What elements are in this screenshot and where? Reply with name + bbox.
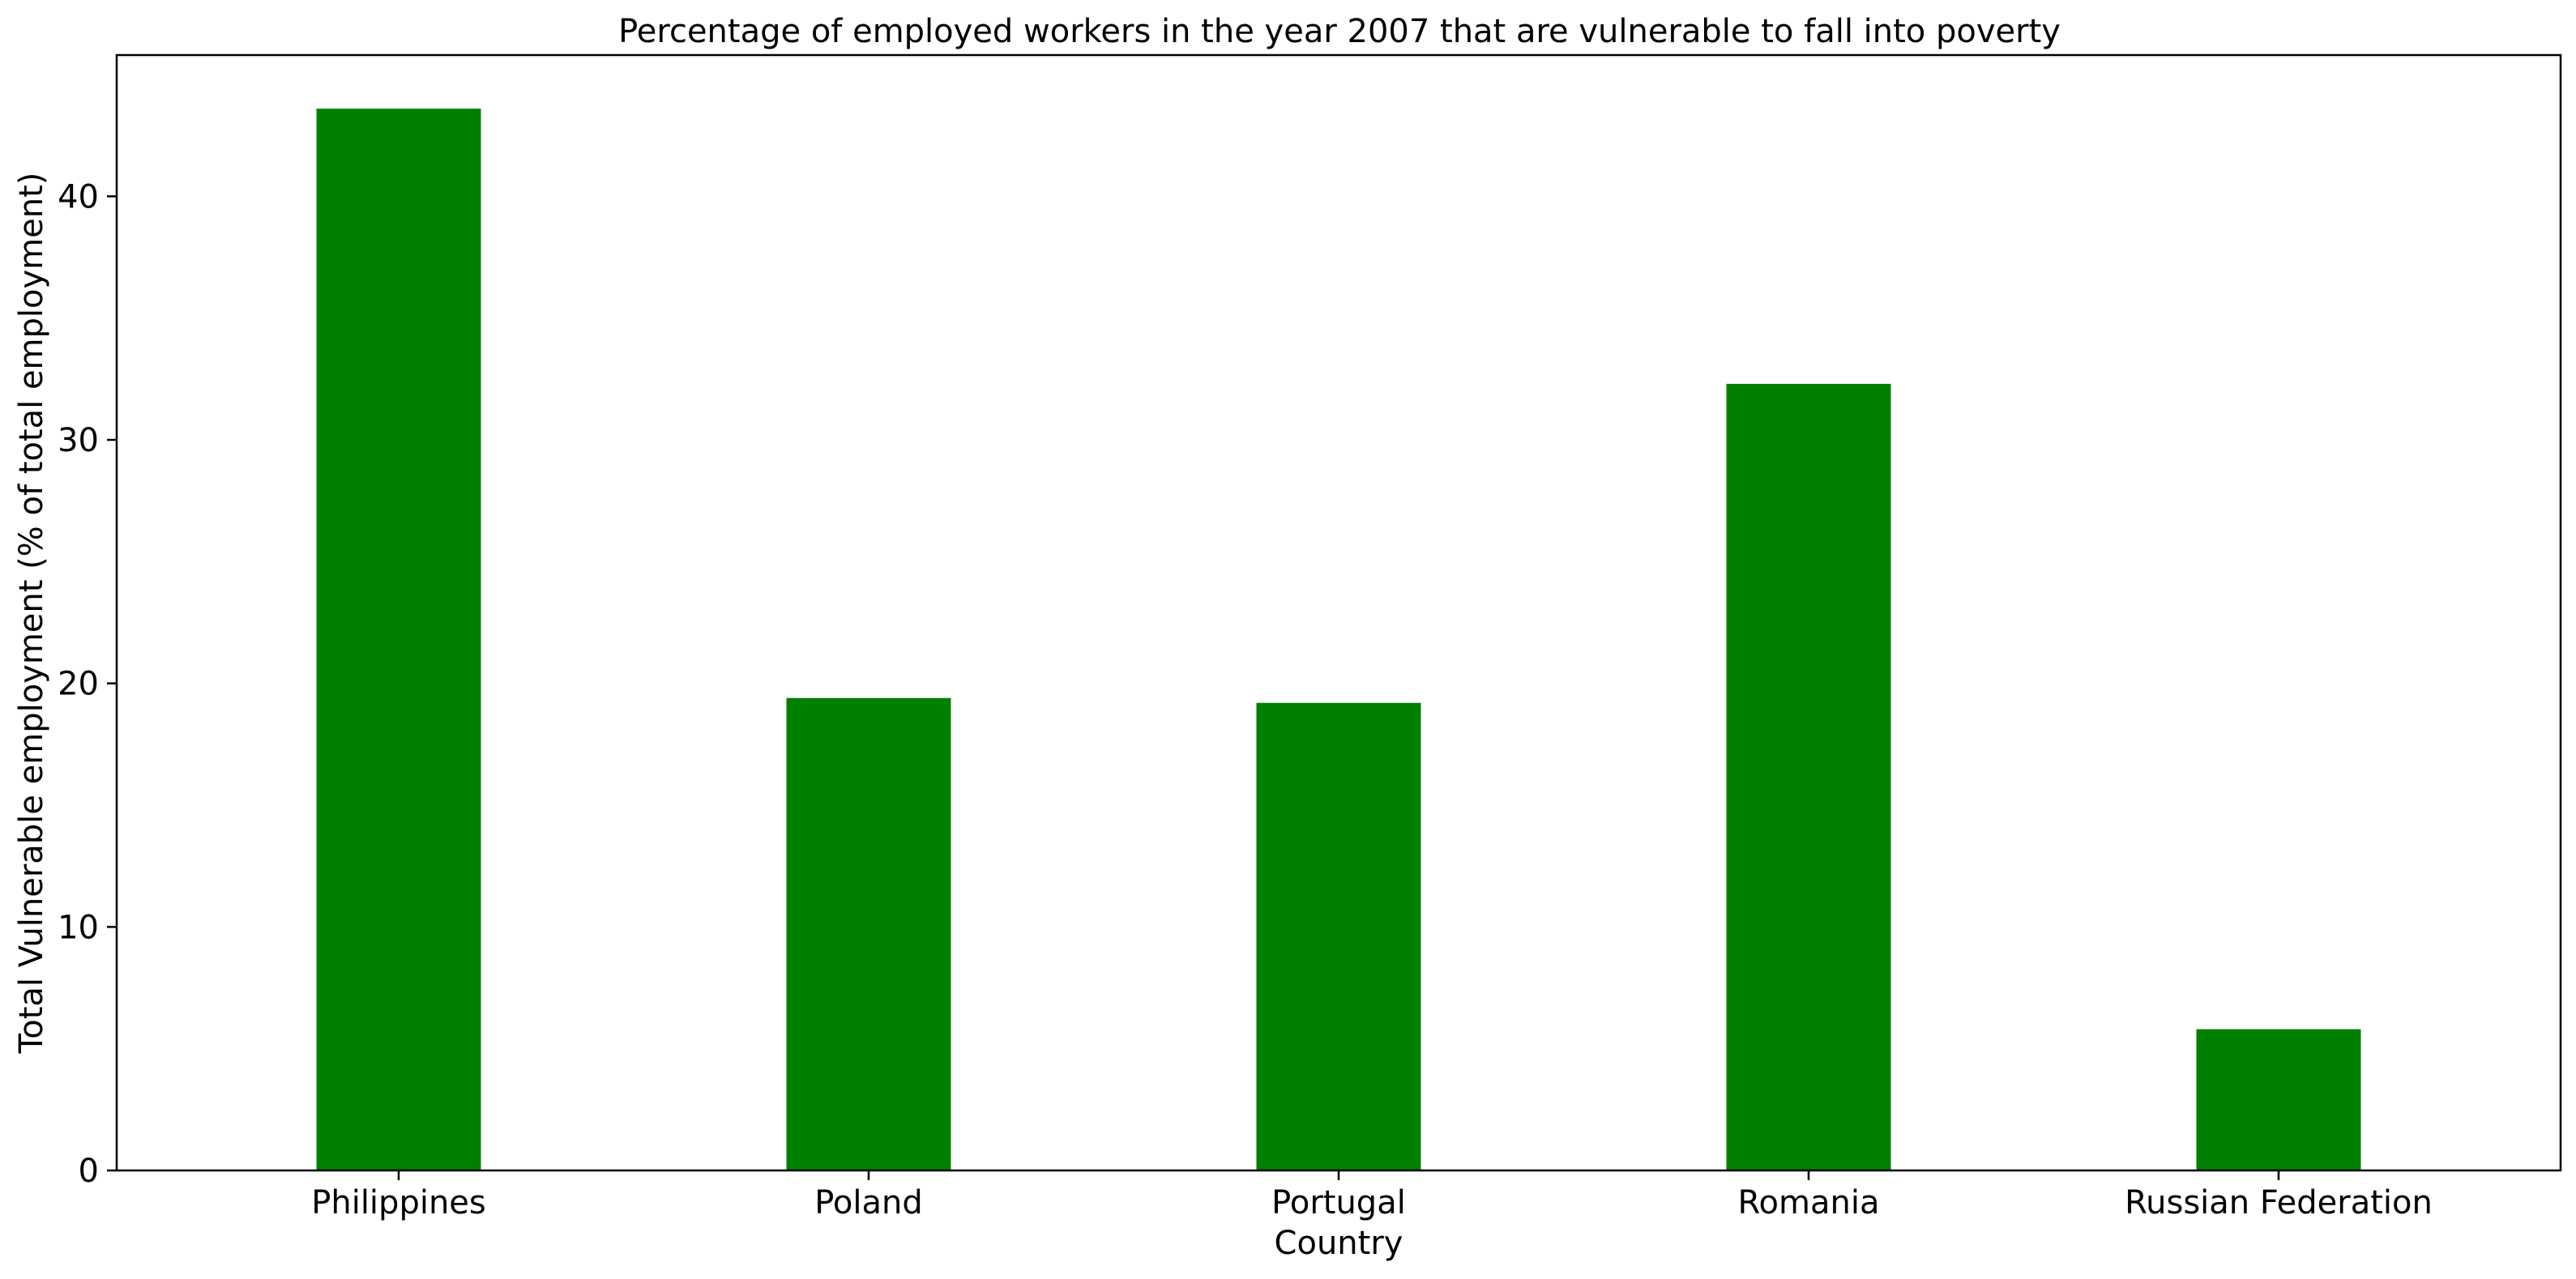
x-tick-label: Poland [814,1184,923,1221]
y-tick-label: 0 [79,1153,99,1190]
bar-portugal [1256,702,1421,1170]
bar-romania [1726,383,1891,1170]
y-tick-label: 10 [58,909,99,946]
bar-russian-federation [2196,1029,2361,1170]
bar-philippines [316,109,481,1171]
plot-frame [115,53,2562,1172]
x-tick-label: Philippines [311,1184,486,1221]
x-tick-label: Romania [1738,1184,1880,1221]
chart-title: Percentage of employed workers in the ye… [618,13,2061,50]
y-tick-label: 40 [58,178,99,215]
bars-group [316,109,2361,1171]
y-axis-label: Total Vulnerable employment (% of total … [13,173,50,1055]
x-axis-label: Country [1275,1225,1403,1262]
y-axis: 0 10 20 30 40 [58,178,117,1190]
y-tick-label: 20 [58,666,99,703]
y-tick-label: 30 [58,422,99,459]
x-tick-label: Russian Federation [2125,1184,2433,1221]
bar-poland [786,697,951,1170]
x-tick-label: Portugal [1271,1184,1406,1221]
x-axis: Philippines Poland Portugal Romania Russian … [311,1170,2433,1221]
